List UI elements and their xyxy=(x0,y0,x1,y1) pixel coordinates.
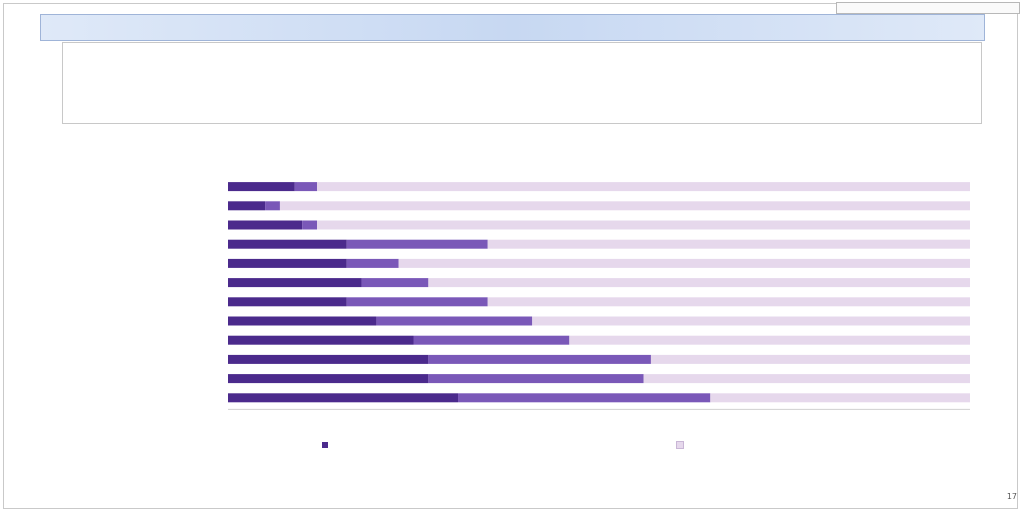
legend-swatch-1 xyxy=(322,442,328,448)
page-number: 17 xyxy=(1006,492,1017,501)
bar-segment-11-2 xyxy=(428,374,644,384)
bar-segment-11-1 xyxy=(228,374,429,384)
legend-swatch-2 xyxy=(676,441,684,449)
bar-segment-4-3 xyxy=(487,239,970,249)
bar-segment-11-3 xyxy=(643,374,970,384)
bar-segment-8-3 xyxy=(532,316,970,326)
bar-segment-8-2 xyxy=(376,316,533,326)
bar-segment-4-1 xyxy=(228,239,347,249)
bar-segment-9-3 xyxy=(569,335,970,345)
bar-segment-10-3 xyxy=(650,354,970,364)
bar-segment-12-3 xyxy=(710,393,970,403)
title-banner xyxy=(40,14,985,41)
bar-segment-7-3 xyxy=(487,297,970,307)
bar-segment-7-2 xyxy=(346,297,488,307)
bar-segment-4-2 xyxy=(346,239,488,249)
bar-segment-2-2 xyxy=(265,201,280,211)
bar-segment-10-1 xyxy=(228,354,429,364)
bar-segment-2-3 xyxy=(279,201,970,211)
bar-segment-5-2 xyxy=(346,258,399,268)
legend-item-1 xyxy=(322,441,332,449)
bar-segment-10-2 xyxy=(428,354,651,364)
bar-segment-5-3 xyxy=(398,258,970,268)
notes-box xyxy=(62,42,982,124)
bar-segment-12-1 xyxy=(228,393,459,403)
corner-label-box xyxy=(836,2,1020,14)
bar-segment-1-1 xyxy=(228,182,295,192)
bar-segment-6-1 xyxy=(228,278,362,288)
bar-segment-3-3 xyxy=(317,220,970,230)
bar-segment-1-3 xyxy=(317,182,970,192)
bar-segment-9-1 xyxy=(228,335,414,345)
bar-segment-9-2 xyxy=(413,335,570,345)
slide-frame xyxy=(3,3,1018,509)
bar-segment-7-1 xyxy=(228,297,347,307)
bar-segment-1-2 xyxy=(294,182,318,192)
legend-item-2 xyxy=(676,441,688,449)
bar-segment-5-1 xyxy=(228,258,347,268)
bar-segment-3-2 xyxy=(302,220,318,230)
bar-segment-2-1 xyxy=(228,201,266,211)
bar-segment-6-3 xyxy=(428,278,971,288)
bar-segment-6-2 xyxy=(361,278,429,288)
bar-segment-8-1 xyxy=(228,316,377,326)
bar-segment-3-1 xyxy=(228,220,303,230)
bar-segment-12-2 xyxy=(458,393,711,403)
